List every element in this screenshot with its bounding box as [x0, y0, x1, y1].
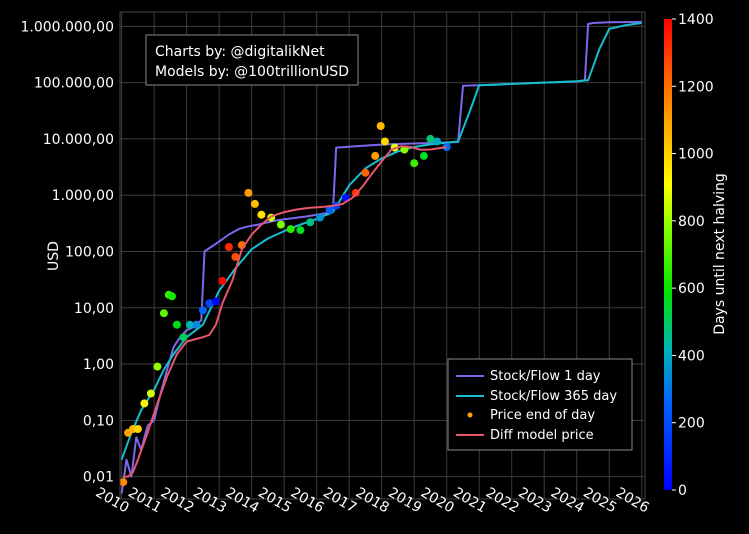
y-axis-title: USD	[46, 241, 62, 271]
price-point	[211, 297, 220, 306]
price-point	[153, 362, 162, 371]
colorbar-tick-label: 0	[678, 483, 687, 499]
y-tick-label: 1.000,00	[52, 188, 114, 204]
price-point	[172, 320, 181, 329]
price-point	[306, 218, 315, 227]
y-tick-label: 100.000,00	[34, 76, 114, 92]
price-point	[276, 220, 285, 229]
legend-label-diff: Diff model price	[490, 428, 594, 443]
price-point	[120, 478, 128, 487]
legend-label-sf365: Stock/Flow 365 day	[490, 389, 617, 404]
price-point	[205, 299, 214, 308]
price-point	[179, 333, 188, 342]
price-point	[140, 399, 149, 408]
plot-frame	[119, 11, 646, 500]
legend-label-sf1: Stock/Flow 1 day	[490, 369, 601, 384]
credits-box: Charts by: @digitalikNet Models by: @100…	[145, 34, 359, 86]
price-point	[244, 188, 253, 197]
price-point	[224, 243, 233, 251]
colorbar-tick-label: 1000	[678, 147, 714, 163]
colorbar-title: Days until next halving	[712, 173, 728, 335]
series-line-stock-flow-1-day	[120, 20, 642, 494]
price-point	[371, 151, 380, 160]
price-point	[133, 425, 142, 433]
colorbar-tick-label: 1400	[678, 12, 714, 28]
colorbar-gradient	[664, 19, 672, 490]
price-point	[168, 292, 176, 301]
colorbar: 0 200 400 600 800 1000 1200 1400 Days until nex…	[664, 12, 728, 499]
price-point	[218, 276, 227, 285]
legend-label-price: Price end of day	[490, 408, 595, 423]
price-point	[192, 320, 201, 329]
price-point	[315, 213, 324, 222]
price-point	[361, 168, 370, 177]
price-point	[410, 159, 419, 168]
colorbar-tick-label: 400	[678, 348, 705, 364]
price-point	[376, 122, 385, 130]
series-line-stock-flow-365-day	[120, 22, 642, 461]
colorbar-tick-label: 600	[678, 281, 705, 297]
price-point	[433, 137, 441, 146]
price-point	[231, 252, 240, 261]
price-point	[257, 210, 266, 219]
series-layer	[120, 20, 642, 494]
y-tick-label: 100,00	[65, 244, 114, 260]
series-line-diff-model-price	[123, 145, 447, 478]
colorbar-tick-label: 800	[678, 214, 705, 230]
price-point	[286, 225, 295, 234]
price-point	[325, 205, 334, 214]
price-point	[159, 309, 168, 318]
colorbar-tick-label: 200	[678, 416, 705, 432]
price-point	[426, 134, 435, 143]
price-point	[380, 137, 389, 146]
colorbar-tick-labels: 0 200 400 600 800 1000 1200 1400	[672, 12, 714, 499]
price-point	[419, 151, 428, 160]
price-point	[296, 226, 305, 235]
y-tick-label: 10,00	[74, 301, 114, 317]
legend: Stock/Flow 1 day Stock/Flow 365 day Pric…	[447, 358, 633, 451]
y-tick-label: 0,10	[83, 413, 114, 429]
price-point	[146, 389, 155, 398]
price-point	[250, 199, 259, 208]
y-tick-label: 1,00	[83, 357, 114, 373]
price-point	[198, 306, 207, 315]
y-tick-labels: 0,01 0,10 1,00 10,00 100,00 1.000,00 10.000,00…	[20, 19, 114, 485]
credit-models-by: Models by: @100trillionUSD	[155, 64, 349, 80]
y-tick-label: 10.000,00	[43, 132, 114, 148]
credit-charts-by: Charts by: @digitalikNet	[155, 44, 325, 60]
y-tick-label: 1.000.000,00	[20, 19, 114, 35]
y-tick-label: 0,01	[83, 470, 114, 486]
price-point	[442, 143, 451, 151]
price-point	[185, 320, 194, 329]
legend-swatch-price	[467, 412, 473, 418]
colorbar-tick-label: 1200	[678, 79, 714, 95]
